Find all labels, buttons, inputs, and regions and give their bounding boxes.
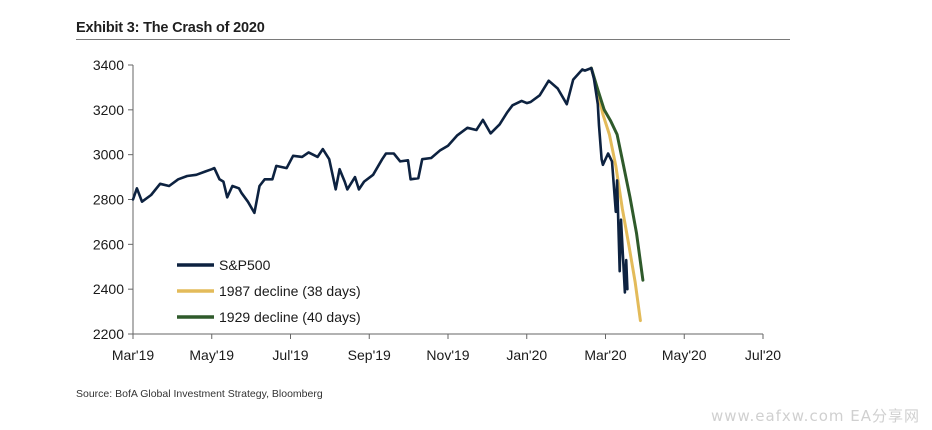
x-tick-label: Jul'20 bbox=[745, 347, 781, 363]
legend-label: S&P500 bbox=[219, 257, 271, 273]
series-line-sp500 bbox=[131, 66, 629, 294]
chart-series bbox=[131, 66, 645, 323]
source-note: Source: BofA Global Investment Strategy,… bbox=[76, 388, 323, 400]
x-tick-label: May'20 bbox=[662, 347, 707, 363]
x-tick-label: Sep'19 bbox=[348, 347, 391, 363]
chart-title: Exhibit 3: The Crash of 2020 bbox=[76, 20, 265, 36]
y-tick-label: 3000 bbox=[93, 147, 124, 163]
series-line-1929-decline bbox=[589, 66, 645, 282]
x-tick-label: Mar'19 bbox=[112, 347, 155, 363]
y-tick-label: 2800 bbox=[93, 192, 124, 208]
x-tick-label: Jan'20 bbox=[506, 347, 547, 363]
chart-axes: 2200 2400 2600 2800 3000 3200 3400 Mar'19 May'19… bbox=[93, 57, 781, 363]
y-tick-label: 3200 bbox=[93, 102, 124, 118]
watermark-text: www.eafxw.com EA分享网 bbox=[711, 407, 920, 425]
y-tick-label: 2400 bbox=[93, 281, 124, 297]
legend-label: 1929 decline (40 days) bbox=[219, 309, 361, 325]
x-tick-label: Nov'19 bbox=[426, 347, 469, 363]
title-divider bbox=[76, 39, 790, 40]
chart-legend: S&P500 1987 decline (38 days) 1929 decline… bbox=[177, 257, 361, 325]
y-tick-label: 2600 bbox=[93, 236, 124, 252]
x-tick-label: Jul'19 bbox=[272, 347, 308, 363]
y-tick-label: 3400 bbox=[93, 57, 124, 73]
x-tick-label: May'19 bbox=[189, 347, 234, 363]
legend-label: 1987 decline (38 days) bbox=[219, 283, 361, 299]
y-tick-label: 2200 bbox=[93, 326, 124, 342]
x-tick-label: Mar'20 bbox=[584, 347, 627, 363]
